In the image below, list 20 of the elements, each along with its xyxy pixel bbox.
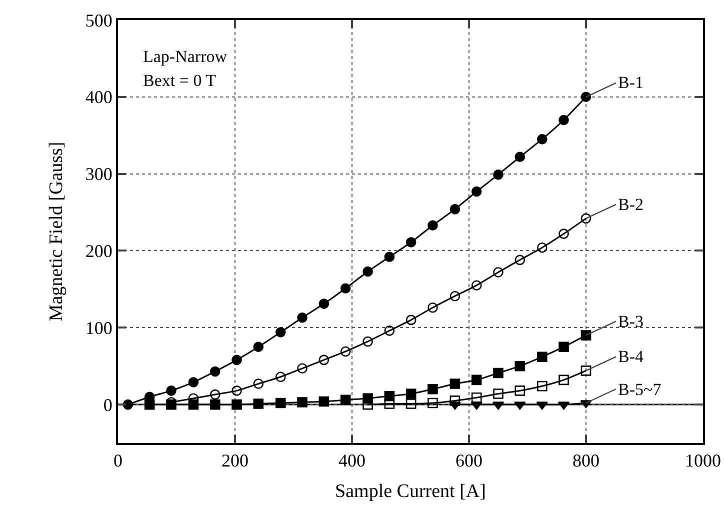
annotation: Bext = 0 T [143, 71, 217, 90]
x-tick-label: 400 [338, 450, 366, 471]
series-label: B-4 [618, 347, 644, 366]
x-tick-label: 200 [222, 450, 248, 471]
y-axis-title: Magnetic Field [Gauss] [46, 142, 67, 322]
series-label: B-5~7 [618, 380, 662, 399]
y-tick-label: 400 [85, 87, 112, 108]
x-tick-label: 600 [456, 450, 482, 471]
series-label: B-1 [618, 73, 644, 92]
x-tick-label: 800 [572, 450, 600, 471]
y-tick-label: 200 [85, 241, 112, 262]
x-tick-label: 1000 [685, 450, 721, 471]
y-tick-label: 100 [85, 318, 112, 338]
y-tick-label: 300 [85, 164, 112, 184]
annotation: Lap-Narrow [143, 47, 228, 66]
series-label: B-2 [618, 195, 644, 214]
y-tick-label: 0 [103, 394, 112, 415]
y-tick-label: 500 [85, 10, 112, 30]
x-axis-title: Sample Current [A] [335, 480, 486, 502]
series-label: B-3 [618, 312, 644, 331]
